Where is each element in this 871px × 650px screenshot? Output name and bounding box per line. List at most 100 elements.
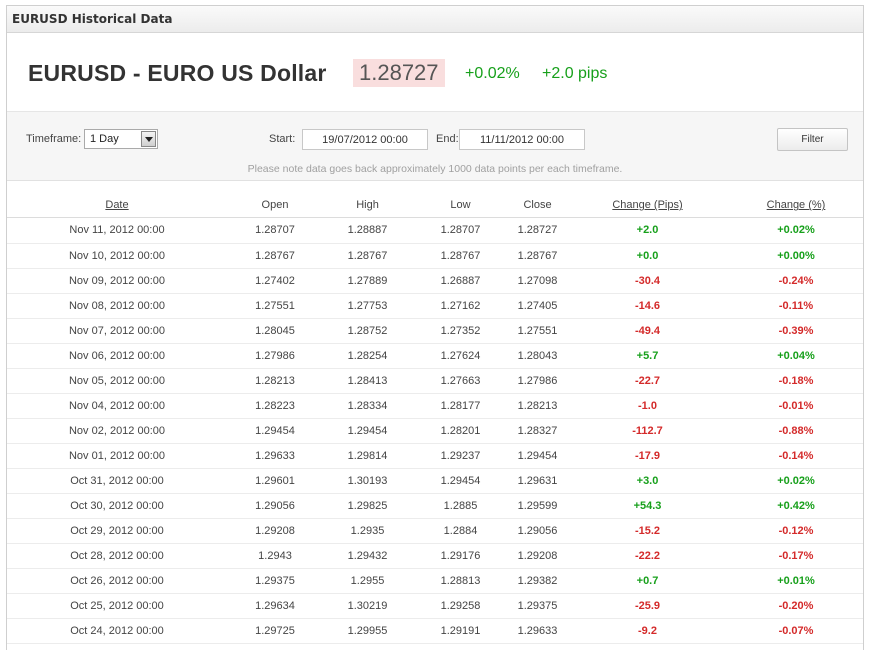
cell-change-pips: +5.7: [566, 343, 729, 369]
cell-low: 1.2884: [412, 518, 509, 544]
cell-change-percent: +0.00%: [729, 243, 863, 269]
cell-close: 1.29633: [509, 618, 566, 644]
cell-date: Oct 31, 2012 00:00: [7, 468, 227, 494]
cell-open: 1.29634: [227, 593, 323, 619]
cell-high: 1.28767: [323, 243, 412, 269]
cell-open: 1.29725: [227, 618, 323, 644]
cell-change-pips: -9.2: [566, 618, 729, 644]
cell-date: Nov 06, 2012 00:00: [7, 343, 227, 369]
cell-change-percent: +0.02%: [729, 217, 863, 244]
cell-low: 1.27162: [412, 293, 509, 319]
cell-open: 1.27402: [227, 268, 323, 294]
cell-high: 1.29955: [323, 618, 412, 644]
cell-low: 1.29191: [412, 618, 509, 644]
timeframe-value: 1 Day: [90, 133, 119, 145]
cell-low: 1.27624: [412, 343, 509, 369]
cell-change-pips: -1.0: [566, 393, 729, 419]
cell-date: Nov 04, 2012 00:00: [7, 393, 227, 419]
cell-high: 1.2935: [323, 518, 412, 544]
table-row: Nov 10, 2012 00:00 1.28767 1.28767 1.28767 1…: [7, 243, 863, 269]
cell-change-pips: -17.9: [566, 443, 729, 469]
cell-low: 1.28177: [412, 393, 509, 419]
cell-close: 1.29382: [509, 568, 566, 594]
cell-high: 1.28254: [323, 343, 412, 369]
table-row: Nov 08, 2012 00:00 1.27551 1.27753 1.27162 1…: [7, 293, 863, 319]
cell-change-pips: +0.0: [566, 243, 729, 269]
data-note: Please note data goes back approximately…: [247, 163, 623, 175]
cell-date: Nov 07, 2012 00:00: [7, 318, 227, 344]
cell-close: 1.29631: [509, 468, 566, 494]
cell-change-percent: -0.07%: [729, 618, 863, 644]
column-header-date[interactable]: Date: [7, 189, 227, 218]
column-header-high: High: [323, 189, 412, 218]
cell-open: 1.28213: [227, 368, 323, 394]
cell-change-percent: -0.12%: [729, 518, 863, 544]
cell-date: Nov 11, 2012 00:00: [7, 217, 227, 244]
table-row: Nov 11, 2012 00:00 1.28707 1.28887 1.28707 1…: [7, 217, 863, 244]
filter-button[interactable]: Filter: [777, 128, 848, 151]
cell-close: 1.27986: [509, 368, 566, 394]
table-row: Nov 09, 2012 00:00 1.27402 1.27889 1.26887 1…: [7, 268, 863, 294]
cell-close: 1.27551: [509, 318, 566, 344]
cell-high: 1.30219: [323, 593, 412, 619]
column-header-close: Close: [509, 189, 566, 218]
summary-area: EURUSD - EURO US Dollar 1.28727 +0.02% +…: [7, 33, 863, 112]
cell-date: Nov 01, 2012 00:00: [7, 443, 227, 469]
cell-close: 1.29056: [509, 518, 566, 544]
cell-change-pips: -22.7: [566, 368, 729, 394]
cell-close: 1.29599: [509, 493, 566, 519]
cell-change-pips: -14.6: [566, 293, 729, 319]
start-date-input[interactable]: [302, 129, 428, 150]
cell-low: 1.28813: [412, 568, 509, 594]
cell-change-pips: -30.4: [566, 268, 729, 294]
cell-low: 1.28767: [412, 243, 509, 269]
cell-open: 1.28707: [227, 217, 323, 244]
cell-date: Oct 25, 2012 00:00: [7, 593, 227, 619]
table-row: Oct 24, 2012 00:00 1.29725 1.29955 1.29191 1…: [7, 618, 863, 644]
cell-high: 1.28334: [323, 393, 412, 419]
cell-change-pips: -15.2: [566, 518, 729, 544]
cell-high: 1.29454: [323, 418, 412, 444]
dropdown-button[interactable]: [141, 131, 156, 147]
cell-low: 1.28201: [412, 418, 509, 444]
chevron-down-icon: [145, 137, 153, 142]
cell-open: 1.2943: [227, 543, 323, 569]
cell-date: Oct 30, 2012 00:00: [7, 493, 227, 519]
change-pips: +2.0 pips: [542, 65, 608, 82]
filter-bar: Timeframe: 1 Day Start: End: Filter Plea…: [7, 112, 863, 181]
cell-high: 1.29432: [323, 543, 412, 569]
cell-open: 1.29208: [227, 518, 323, 544]
cell-date: Nov 10, 2012 00:00: [7, 243, 227, 269]
table-row: Oct 30, 2012 00:00 1.29056 1.29825 1.2885 1.…: [7, 493, 863, 519]
table-row: Nov 01, 2012 00:00 1.29633 1.29814 1.29237 1…: [7, 443, 863, 469]
cell-change-percent: -0.20%: [729, 593, 863, 619]
cell-change-pips: -22.2: [566, 543, 729, 569]
cell-open: 1.29375: [227, 568, 323, 594]
column-header-change-percent[interactable]: Change (%): [729, 189, 863, 218]
cell-date: Nov 02, 2012 00:00: [7, 418, 227, 444]
cell-change-percent: -0.01%: [729, 393, 863, 419]
table-row: Oct 25, 2012 00:00 1.29634 1.30219 1.29258 1…: [7, 593, 863, 619]
cell-change-percent: -0.24%: [729, 268, 863, 294]
cell-open: 1.29056: [227, 493, 323, 519]
cell-high: 1.29825: [323, 493, 412, 519]
column-header-change-pips[interactable]: Change (Pips): [566, 189, 729, 218]
cell-open: 1.28223: [227, 393, 323, 419]
cell-change-percent: -0.14%: [729, 443, 863, 469]
start-label: Start:: [269, 133, 296, 145]
cell-change-percent: -0.18%: [729, 368, 863, 394]
cell-date: Oct 29, 2012 00:00: [7, 518, 227, 544]
cell-change-percent: -0.88%: [729, 418, 863, 444]
cell-low: 1.26887: [412, 268, 509, 294]
end-date-input[interactable]: [459, 129, 585, 150]
cell-high: 1.2955: [323, 568, 412, 594]
cell-change-percent: +0.04%: [729, 343, 863, 369]
table-row: Nov 06, 2012 00:00 1.27986 1.28254 1.27624 1…: [7, 343, 863, 369]
cell-change-percent: -0.39%: [729, 318, 863, 344]
table-row: Oct 31, 2012 00:00 1.29601 1.30193 1.29454 1…: [7, 468, 863, 494]
cell-change-pips: +2.0: [566, 217, 729, 244]
table-header-row: Date Open High Low Close Change (Pips) C…: [7, 189, 863, 218]
historical-data-panel: EURUSD Historical Data EURUSD - EURO US …: [6, 5, 864, 650]
cell-low: 1.27352: [412, 318, 509, 344]
timeframe-select[interactable]: 1 Day: [84, 129, 158, 149]
